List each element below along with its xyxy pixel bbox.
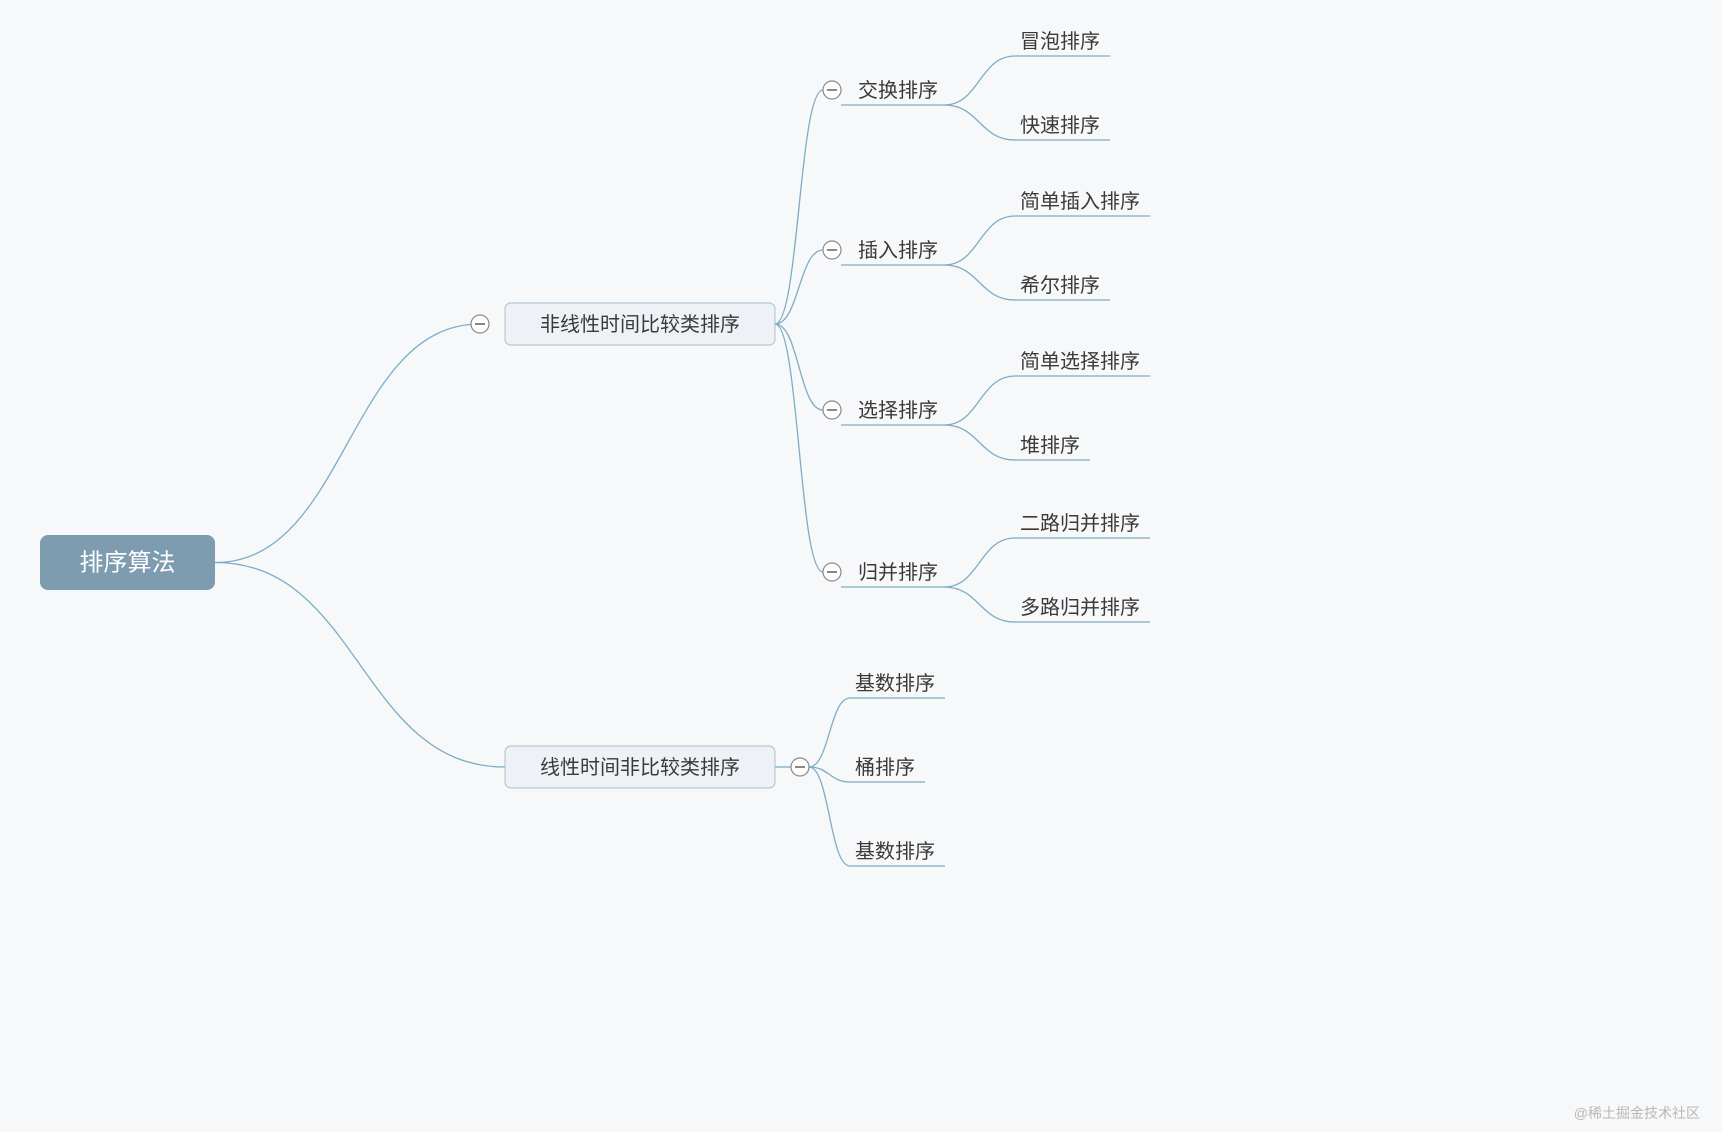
toggle-cat1[interactable] bbox=[471, 315, 489, 333]
leaf-node: 希尔排序 bbox=[1020, 274, 1100, 297]
category-label: 非线性时间比较类排序 bbox=[540, 313, 740, 336]
toggle-c1b[interactable] bbox=[823, 241, 841, 259]
leaf-node: 冒泡排序 bbox=[1020, 30, 1100, 53]
mindmap-canvas: 排序算法 非线性时间比较类排序 交换排序 冒泡排序快速排序插入排序 简单插入排序希尔排序… bbox=[0, 0, 1722, 1132]
category-node-cat1[interactable]: 非线性时间比较类排序 bbox=[505, 303, 775, 345]
category-label: 线性时间非比较类排序 bbox=[540, 756, 740, 779]
leaf-node: 简单插入排序 bbox=[1020, 190, 1140, 213]
toggle-c1c[interactable] bbox=[823, 401, 841, 419]
leaf-node: 简单选择排序 bbox=[1020, 350, 1140, 373]
leaf-node: 快速排序 bbox=[1020, 114, 1100, 137]
toggle-c1d[interactable] bbox=[823, 563, 841, 581]
leaf-node: 桶排序 bbox=[855, 756, 915, 779]
mid-node-c1b[interactable]: 插入排序 bbox=[858, 239, 938, 262]
mid-node-c1d[interactable]: 归并排序 bbox=[858, 561, 938, 584]
root-label: 排序算法 bbox=[80, 550, 176, 577]
leaf-node: 多路归并排序 bbox=[1020, 596, 1140, 619]
leaf-node: 基数排序 bbox=[855, 672, 935, 695]
toggle-cat2[interactable] bbox=[791, 758, 809, 776]
watermark: @稀土掘金技术社区 bbox=[1574, 1105, 1700, 1121]
category-node-cat2[interactable]: 线性时间非比较类排序 bbox=[505, 746, 775, 788]
toggle-c1a[interactable] bbox=[823, 81, 841, 99]
mid-node-c1a[interactable]: 交换排序 bbox=[858, 79, 938, 102]
edges bbox=[215, 56, 1150, 866]
root-node[interactable]: 排序算法 bbox=[40, 535, 215, 590]
leaf-node: 二路归并排序 bbox=[1020, 512, 1140, 535]
leaf-node: 基数排序 bbox=[855, 840, 935, 863]
leaf-node: 堆排序 bbox=[1020, 434, 1080, 457]
mid-node-c1c[interactable]: 选择排序 bbox=[858, 399, 938, 422]
